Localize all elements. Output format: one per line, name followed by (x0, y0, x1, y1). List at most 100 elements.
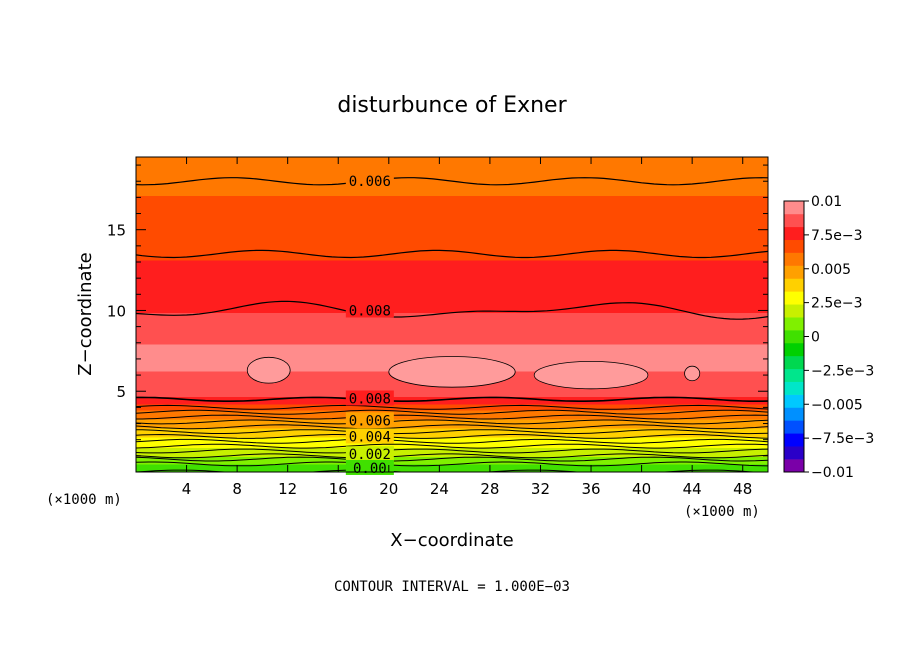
contour-band (136, 310, 768, 313)
contour-band (136, 269, 768, 272)
contour-band (136, 344, 768, 347)
contour-band (136, 254, 768, 257)
contour-band (136, 445, 768, 448)
colorbar-swatch (784, 304, 804, 318)
contour-band (136, 242, 768, 245)
contour-band (136, 262, 768, 265)
contour-band (136, 302, 768, 305)
contour-band (136, 317, 768, 320)
contour-band (136, 448, 768, 451)
contour-label: 0.00 (353, 461, 387, 477)
contour-band (136, 191, 768, 194)
contour-band (136, 194, 768, 197)
colorbar-label: 0.01 (811, 194, 842, 210)
contour-band (136, 433, 768, 436)
contour-band (136, 305, 768, 308)
colorbar-swatch (784, 330, 804, 344)
colorbar-swatch (784, 291, 804, 305)
contour-band (136, 215, 768, 218)
contour-band (136, 340, 768, 343)
y-axis-label: Z−coordinate (75, 252, 96, 375)
contour-band (136, 352, 768, 355)
colorbar-label: 0 (811, 330, 820, 346)
contour-band (136, 464, 768, 467)
contour-band (136, 175, 768, 178)
x-tick-label: 40 (632, 480, 651, 498)
contour-band (136, 307, 768, 310)
contour-band (136, 203, 768, 206)
contour-band (136, 176, 768, 179)
contour-band (136, 166, 768, 169)
contour-band (136, 169, 768, 172)
contour-line (136, 177, 768, 186)
contour-label-bg (345, 302, 394, 318)
contour-band (136, 443, 768, 446)
contour-max-region (246, 356, 291, 384)
contour-line (136, 396, 768, 402)
contour-band (136, 418, 768, 421)
colorbar: 0.01 7.5e−3 0.005 2.5e−3 0 −2.5e−3 −0.005 −7.5e… (783, 194, 874, 481)
contour-band (136, 409, 768, 412)
colorbar-label: −2.5e−3 (811, 363, 874, 379)
contour-band (136, 319, 768, 322)
contour-line (136, 443, 768, 449)
contour-band (136, 412, 768, 415)
contour-band (136, 230, 768, 233)
contour-band (136, 275, 768, 278)
contour-band (136, 251, 768, 254)
contour-band (136, 284, 768, 287)
colorbar-label: −0.005 (811, 397, 863, 413)
contour-band (136, 229, 768, 232)
contour-line (136, 404, 768, 410)
contour-band (136, 209, 768, 212)
contour-band (136, 233, 768, 236)
y-tick-label: 15 (107, 222, 126, 240)
contour-band (136, 167, 768, 170)
contour-line (136, 453, 768, 459)
contour-band (136, 428, 768, 431)
contour-band (136, 391, 768, 394)
contour-band (136, 287, 768, 290)
contour-band (136, 290, 768, 293)
contour-band (136, 259, 768, 262)
contour-band (136, 454, 768, 457)
contour-band (136, 397, 768, 400)
contour-band (136, 268, 768, 271)
contour-band (136, 355, 768, 358)
x-tick-label: 48 (733, 480, 752, 498)
contour-band (136, 200, 768, 203)
contour-band (136, 337, 768, 340)
contour-band (136, 343, 768, 346)
contour-band (136, 425, 768, 428)
colorbar-swatch (784, 317, 804, 331)
colorbar-swatch (784, 446, 804, 460)
contour-band (136, 265, 768, 268)
colorbar-swatch (784, 265, 804, 279)
contour-lines (136, 177, 768, 472)
contour-band (136, 199, 768, 202)
contour-band (136, 401, 768, 404)
contour-band (136, 296, 768, 299)
contour-band (136, 388, 768, 391)
contour-band (136, 205, 768, 208)
contour-line (136, 414, 768, 420)
contour-band (136, 410, 768, 413)
x-tick-label: 4 (182, 480, 192, 498)
contour-band (136, 350, 768, 353)
x-tick-label: 20 (379, 480, 398, 498)
colorbar-swatch (784, 368, 804, 382)
contour-label-bg (345, 428, 394, 444)
contour-band (136, 313, 768, 316)
colorbar-swatch (784, 459, 804, 473)
contour-band (136, 389, 768, 392)
contour-band (136, 440, 768, 443)
contour-band (136, 193, 768, 196)
colorbar-swatch (784, 420, 804, 434)
contour-band (136, 278, 768, 281)
contour-band (136, 236, 768, 239)
contour-band (136, 178, 768, 181)
contour-band (136, 451, 768, 454)
contour-max-region (533, 360, 649, 390)
x-unit-left: (×1000 m) (46, 492, 122, 508)
